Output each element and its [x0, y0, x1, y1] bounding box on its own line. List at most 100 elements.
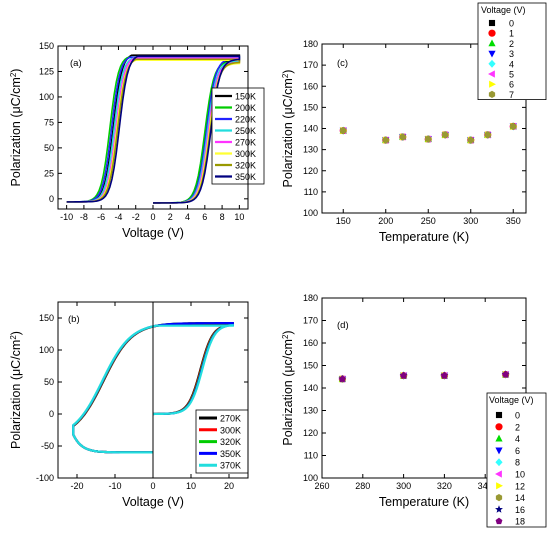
- y-axis-label: Polarization (μC/cm2): [9, 331, 24, 449]
- data-point: [441, 130, 450, 139]
- legend-label: 320K: [235, 161, 256, 171]
- x-tick-label: 0: [150, 481, 155, 491]
- data-point: [338, 374, 347, 383]
- panel-d: 260 280 300 320 3401001101201301401501601701…: [281, 293, 547, 528]
- x-tick-label: 300: [463, 216, 478, 226]
- legend-label: 350K: [220, 449, 241, 459]
- plot-area-c: [339, 122, 518, 145]
- legend-marker: [488, 39, 496, 47]
- point-marker-7: [399, 133, 406, 141]
- legend-label: 300K: [220, 425, 241, 435]
- x-tick-label: 4: [185, 212, 190, 222]
- legend-label: 6: [515, 446, 520, 456]
- y-tick-label: 180: [303, 293, 318, 303]
- legend-marker: [488, 90, 496, 98]
- legend-marker: [495, 447, 503, 455]
- panel-label: (c): [337, 58, 348, 69]
- x-tick-label: 10: [186, 481, 196, 491]
- legend-marker: [495, 434, 503, 442]
- data-point: [398, 132, 407, 141]
- panel-c: 150 200 250 300 3501001101201301401501601701…: [281, 2, 547, 244]
- x-tick-label: 250: [421, 216, 436, 226]
- y-tick-label: 100: [39, 92, 54, 102]
- y-axis-label: Polarization (μc/cm2): [281, 330, 296, 445]
- x-axis-label: Temperature (K): [379, 230, 469, 244]
- y-tick-label: 120: [303, 428, 318, 438]
- legend-label: 270K: [235, 138, 256, 148]
- data-point: [509, 122, 518, 131]
- x-tick-label: -2: [132, 212, 140, 222]
- legend-label: 2: [509, 39, 514, 49]
- point-marker-7: [442, 131, 449, 139]
- legend-label: 12: [515, 481, 525, 491]
- x-tick-label: 8: [220, 212, 225, 222]
- x-tick-label: 350: [506, 216, 521, 226]
- legend-marker: [488, 50, 496, 58]
- y-tick-label: 50: [44, 143, 54, 153]
- legend-marker: [495, 505, 503, 513]
- point-marker-18: [502, 370, 510, 378]
- y-tick-label: -100: [36, 473, 54, 483]
- data-point: [399, 371, 408, 380]
- legend-marker: [488, 59, 496, 68]
- point-marker-7: [467, 136, 474, 144]
- point-marker-7: [510, 122, 517, 130]
- y-tick-label: 150: [303, 361, 318, 371]
- y-tick-label: -50: [41, 441, 54, 451]
- legend-label: 200K: [235, 103, 256, 113]
- legend-title: Voltage (V): [481, 5, 526, 15]
- y-tick-label: 0: [49, 194, 54, 204]
- y-tick-label: 125: [39, 66, 54, 76]
- legend-label: 4: [515, 434, 520, 444]
- y-tick-label: 75: [44, 117, 54, 127]
- legend-label: 250K: [235, 126, 256, 136]
- legend-label: 3: [509, 49, 514, 59]
- y-tick-label: 160: [303, 81, 318, 91]
- data-point: [440, 371, 449, 380]
- x-tick-label: -4: [114, 212, 122, 222]
- legend-label: 10: [515, 470, 525, 480]
- panel-label: (b): [68, 314, 80, 325]
- data-point: [483, 130, 492, 139]
- legend-marker: [495, 470, 502, 478]
- point-marker-18: [400, 372, 408, 379]
- data-point: [466, 136, 475, 145]
- legend-marker: [495, 458, 503, 467]
- legend-marker: [495, 517, 503, 525]
- axes-frame: [321, 43, 527, 214]
- data-point: [339, 126, 348, 135]
- legend-label: 320K: [220, 437, 241, 447]
- x-tick-label: -20: [70, 481, 83, 491]
- legend-label: 2: [515, 422, 520, 432]
- x-axis-label: Voltage (V): [122, 495, 184, 509]
- y-tick-label: 50: [44, 377, 54, 387]
- panel-label: (a): [70, 58, 82, 69]
- x-tick-label: 200: [378, 216, 393, 226]
- y-tick-label: 140: [303, 383, 318, 393]
- legend-label: 16: [515, 505, 525, 515]
- legend-marker: [496, 482, 503, 490]
- x-tick-label: 0: [150, 212, 155, 222]
- legend-label: 14: [515, 493, 525, 503]
- y-tick-label: 170: [303, 60, 318, 70]
- panel-a: -10 -8 -6 -4 -2 0 2 4 6 8 100255075100125150Voltag…: [9, 41, 265, 240]
- x-tick-label: -6: [97, 212, 105, 222]
- y-tick-label: 130: [303, 406, 318, 416]
- y-tick-label: 130: [303, 145, 318, 155]
- legend-marker: [488, 29, 496, 37]
- point-marker-7: [340, 127, 347, 135]
- x-axis-label: Voltage (V): [122, 226, 184, 240]
- x-axis-label: Temperature (K): [379, 495, 469, 509]
- legend-label: 0: [509, 19, 514, 29]
- y-tick-label: 150: [39, 41, 54, 51]
- legend-label: 4: [509, 59, 514, 69]
- legend-label: 18: [515, 517, 525, 527]
- legend-label: 350K: [235, 172, 256, 182]
- x-tick-label: -10: [108, 481, 121, 491]
- data-point: [381, 136, 390, 145]
- legend-label: 270K: [220, 414, 241, 424]
- legend-label: 1: [509, 29, 514, 39]
- x-tick-label: 2: [168, 212, 173, 222]
